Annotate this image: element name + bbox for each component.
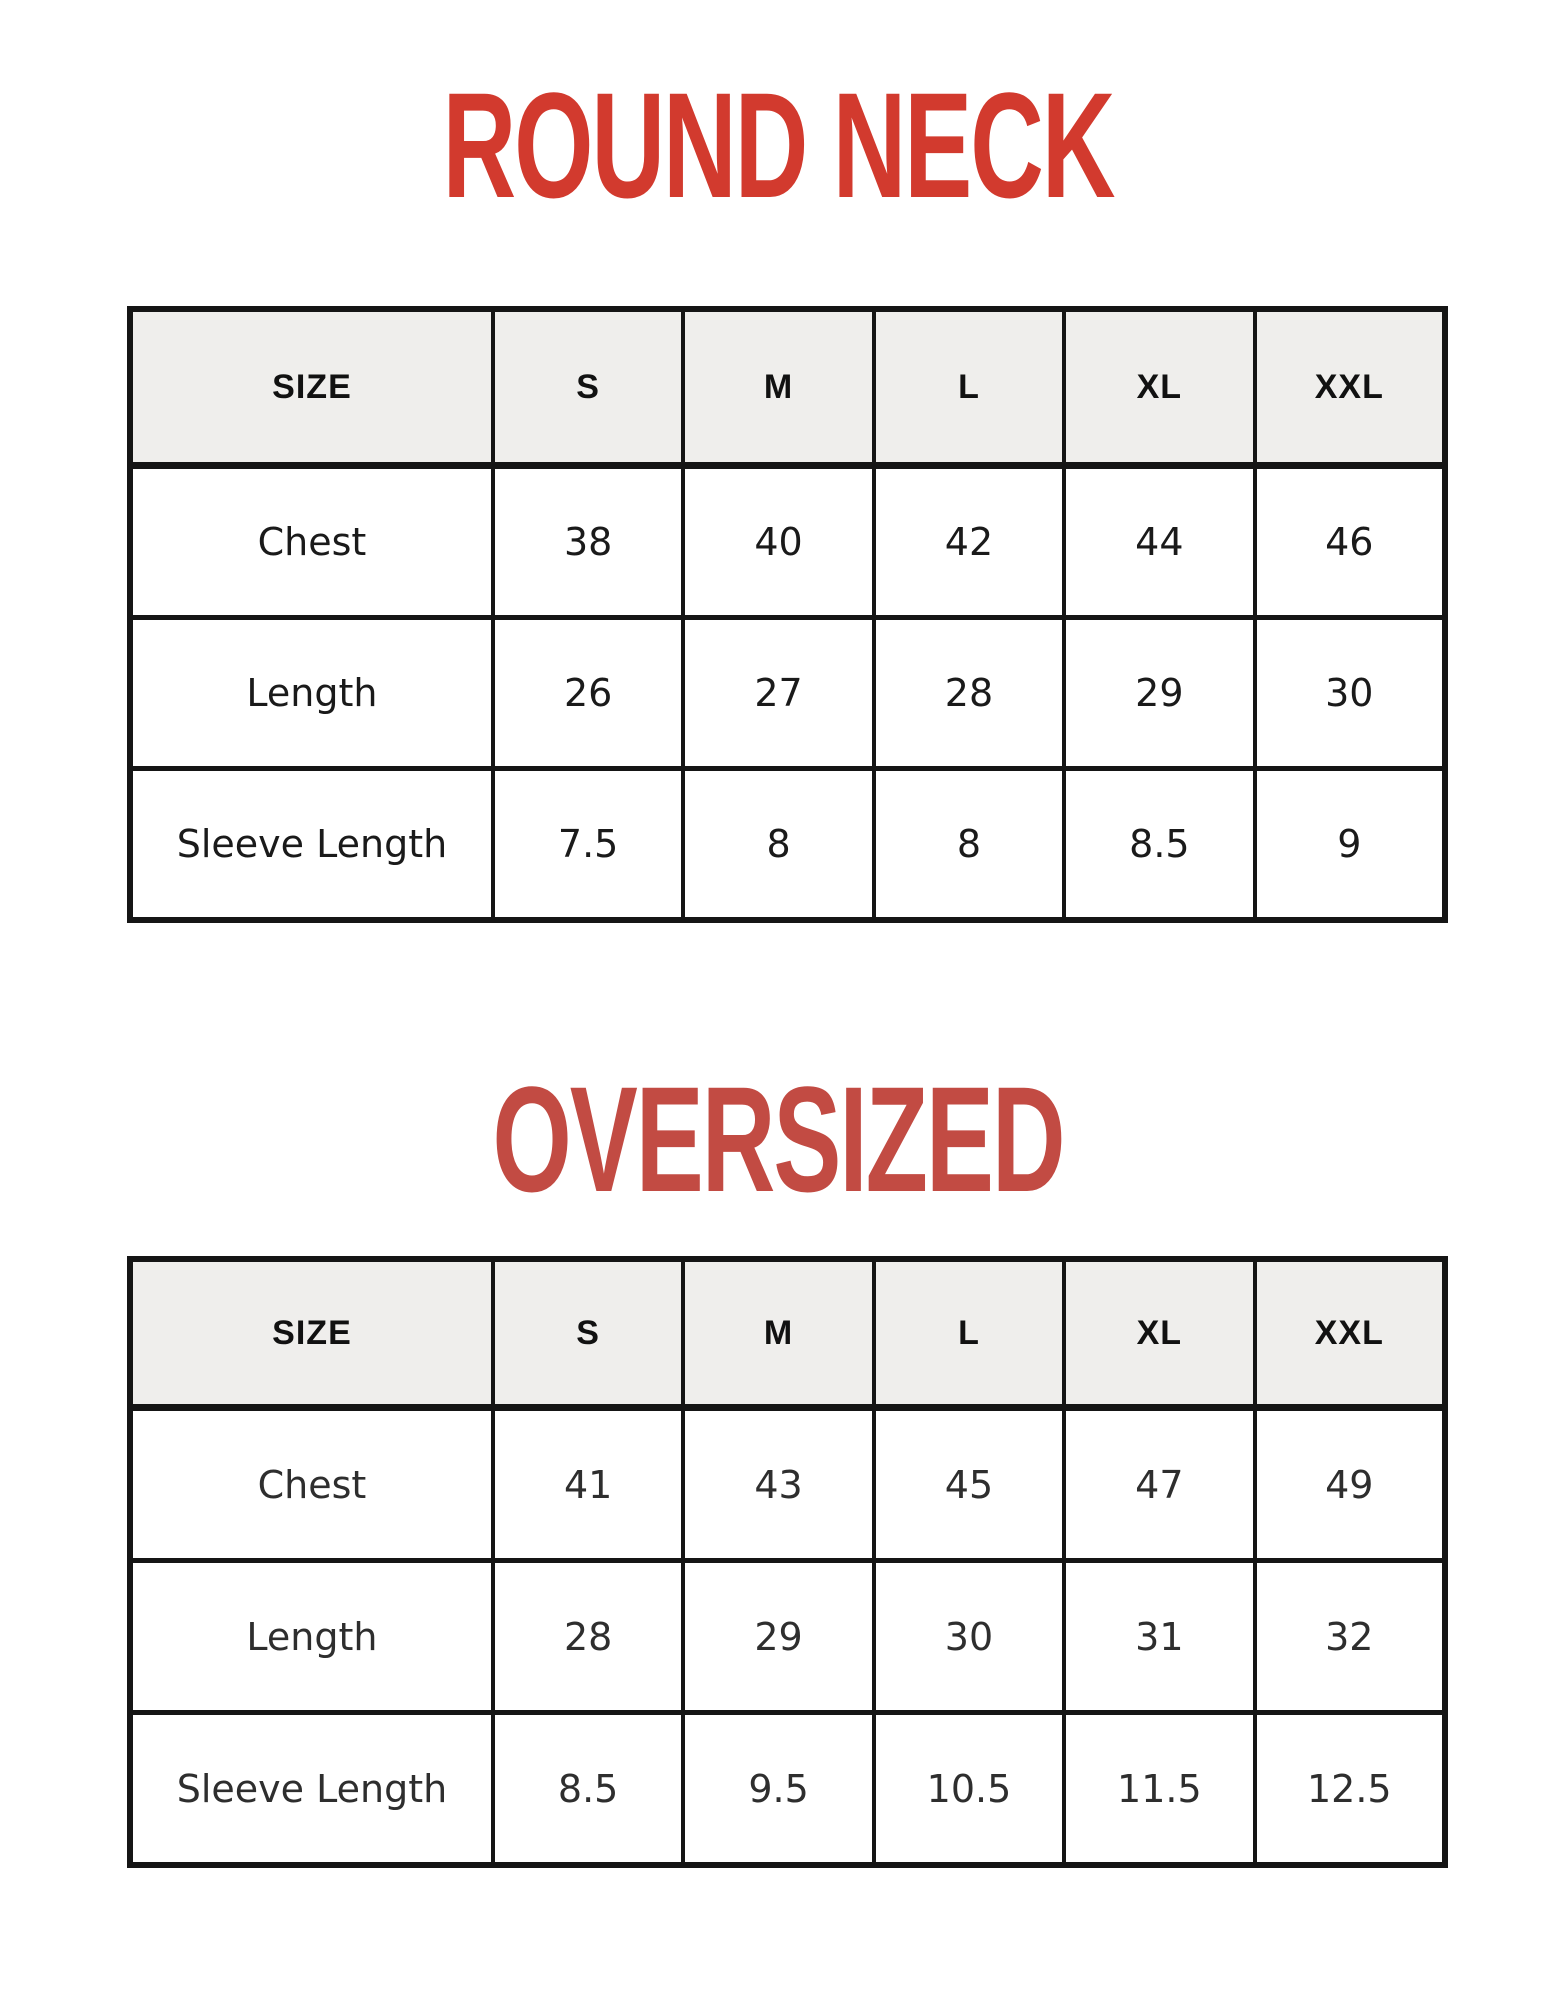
size-l-header-cell: L <box>871 306 1067 469</box>
value-cell: 29 <box>1062 615 1257 771</box>
oversized-title: OVERSIZED <box>492 1055 1065 1223</box>
value-cell: 44 <box>1062 463 1257 620</box>
size-header-cell: SIZE <box>128 306 495 469</box>
value-cell: 38 <box>490 463 686 620</box>
header-row: SIZE S M L XL XXL <box>128 306 1448 469</box>
value-cell: 30 <box>871 1558 1067 1715</box>
length-row: Length 28 29 30 31 32 <box>128 1558 1448 1715</box>
value-cell: 46 <box>1252 463 1448 620</box>
value-cell: 8 <box>681 766 876 923</box>
sleeve-length-row: Sleeve Length 7.5 8 8 8.5 9 <box>128 766 1448 923</box>
value-cell: 10.5 <box>871 1710 1067 1868</box>
value-cell: 11.5 <box>1062 1710 1257 1868</box>
row-label-cell: Sleeve Length <box>128 766 495 923</box>
length-row: Length 26 27 28 29 30 <box>128 615 1448 771</box>
value-cell: 43 <box>681 1405 876 1563</box>
value-cell: 7.5 <box>490 766 686 923</box>
size-xl-header-cell: XL <box>1062 1256 1257 1411</box>
value-cell: 9.5 <box>681 1710 876 1868</box>
row-label-cell: Length <box>128 615 495 771</box>
round-neck-size-table: SIZE S M L XL XXL Chest 38 40 42 44 46 L… <box>127 306 1448 923</box>
sleeve-length-row: Sleeve Length 8.5 9.5 10.5 11.5 12.5 <box>128 1710 1448 1868</box>
size-s-header-cell: S <box>490 306 686 469</box>
row-label-cell: Length <box>128 1558 495 1715</box>
value-cell: 27 <box>681 615 876 771</box>
value-cell: 40 <box>681 463 876 620</box>
value-cell: 26 <box>490 615 686 771</box>
value-cell: 12.5 <box>1252 1710 1448 1868</box>
value-cell: 8 <box>871 766 1067 923</box>
size-header-cell: SIZE <box>128 1256 495 1411</box>
header-row: SIZE S M L XL XXL <box>128 1256 1448 1411</box>
row-label-cell: Chest <box>128 1405 495 1563</box>
value-cell: 28 <box>490 1558 686 1715</box>
value-cell: 45 <box>871 1405 1067 1563</box>
size-xl-header-cell: XL <box>1062 306 1257 469</box>
value-cell: 32 <box>1252 1558 1448 1715</box>
row-label-cell: Chest <box>128 463 495 620</box>
value-cell: 47 <box>1062 1405 1257 1563</box>
row-label-cell: Sleeve Length <box>128 1710 495 1868</box>
size-m-header-cell: M <box>681 1256 876 1411</box>
oversized-size-table: SIZE S M L XL XXL Chest 41 43 45 47 49 L… <box>127 1256 1448 1868</box>
value-cell: 41 <box>490 1405 686 1563</box>
value-cell: 49 <box>1252 1405 1448 1563</box>
size-l-header-cell: L <box>871 1256 1067 1411</box>
value-cell: 8.5 <box>1062 766 1257 923</box>
size-xxl-header-cell: XXL <box>1252 1256 1448 1411</box>
value-cell: 30 <box>1252 615 1448 771</box>
size-m-header-cell: M <box>681 306 876 469</box>
value-cell: 31 <box>1062 1558 1257 1715</box>
size-xxl-header-cell: XXL <box>1252 306 1448 469</box>
value-cell: 42 <box>871 463 1067 620</box>
value-cell: 29 <box>681 1558 876 1715</box>
value-cell: 28 <box>871 615 1067 771</box>
value-cell: 8.5 <box>490 1710 686 1868</box>
chest-row: Chest 38 40 42 44 46 <box>128 463 1448 620</box>
value-cell: 9 <box>1252 766 1448 923</box>
chest-row: Chest 41 43 45 47 49 <box>128 1405 1448 1563</box>
round-neck-title: ROUND NECK <box>442 61 1116 229</box>
size-s-header-cell: S <box>490 1256 686 1411</box>
